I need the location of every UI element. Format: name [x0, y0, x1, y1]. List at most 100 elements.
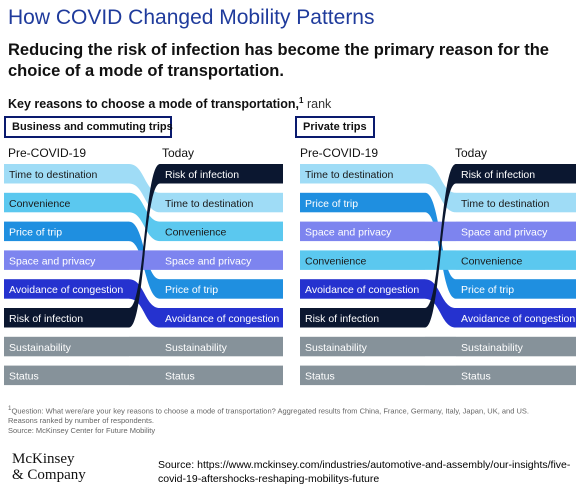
business-pre-covid-bar [4, 250, 129, 270]
private-today-bar [456, 250, 576, 270]
private-today-bar [456, 365, 576, 386]
business-connector [129, 279, 160, 328]
private-today-label: Time to destination [461, 198, 549, 210]
business-pre-covid-bar [4, 221, 129, 242]
key-label: Key reasons to choose a mode of transpor… [8, 97, 300, 112]
private-pre-covid-label: Convenience [305, 255, 366, 267]
private-connector [425, 221, 456, 242]
private-pre-covid-header: Pre-COVID-19 [300, 146, 379, 160]
logo-line-2: & Company [12, 467, 86, 483]
page-subtitle: Reducing the risk of infection has becom… [8, 41, 549, 80]
private-pre-covid-bar [300, 192, 425, 213]
business-pre-covid-bar [4, 336, 129, 357]
private-pre-covid-label: Time to destination [305, 169, 393, 181]
footnote: 1Question: What were/are your key reason… [8, 404, 578, 435]
logo-line-1: McKinsey [12, 451, 75, 467]
private-today-bar [456, 279, 576, 299]
private-today-bar [456, 336, 576, 357]
business-today-label: Convenience [165, 227, 226, 239]
business-pre-covid-label: Sustainability [9, 342, 72, 354]
private-pre-covid-label: Space and privacy [305, 227, 392, 239]
private-today-bar [456, 221, 576, 242]
private-connector [425, 336, 456, 357]
private-today-label: Sustainability [461, 342, 524, 354]
private-pre-covid-label: Status [305, 371, 335, 383]
footnote-source: Source: McKinsey Center for Future Mobil… [8, 425, 156, 435]
private-connector [425, 164, 456, 328]
business-pre-covid-bar [4, 308, 129, 328]
private-pre-covid-bar [300, 279, 425, 299]
private-pre-covid-label: Sustainability [305, 342, 368, 354]
private-today-header: Today [455, 146, 488, 160]
business-pre-covid-label: Time to destination [9, 169, 97, 181]
business-today-bar [160, 250, 283, 270]
private-pre-covid-label: Risk of infection [305, 313, 379, 325]
business-pre-covid-label: Status [9, 371, 39, 383]
private-today-bar [456, 192, 576, 213]
page-title: How COVID Changed Mobility Patterns [8, 6, 375, 29]
business-today-label: Sustainability [165, 342, 228, 354]
business-pre-covid-label: Convenience [9, 198, 70, 210]
business-today-bar [160, 308, 283, 328]
private-today-label: Avoidance of congestion [461, 313, 575, 325]
business-connector [129, 164, 160, 328]
private-pre-covid-bar [300, 336, 425, 357]
private-pre-covid-label: Avoidance of congestion [305, 284, 419, 296]
footnote-mark: 1 [8, 405, 12, 412]
section-title-business: Business and commuting trips [4, 116, 173, 138]
mckinsey-logo: McKinsey & Company [12, 451, 86, 483]
business-today-label: Avoidance of congestion [165, 313, 279, 325]
private-today-label: Convenience [461, 255, 522, 267]
footnote-question: Question: What were/are your key reasons… [11, 406, 529, 416]
business-pre-covid-header: Pre-COVID-19 [8, 146, 87, 160]
business-today-label: Status [165, 371, 195, 383]
key-line: Key reasons to choose a mode of transpor… [8, 96, 331, 111]
business-pre-covid-bar [4, 365, 129, 386]
private-pre-covid-bar [300, 164, 425, 184]
private-pre-covid-bar [300, 308, 425, 328]
key-footnote-mark: 1 [299, 96, 304, 105]
business-today-bar [160, 164, 283, 184]
business-connector [129, 250, 160, 270]
key-unit: rank [306, 97, 332, 112]
footnote-ranking: Reasons ranked by number of respondents. [8, 416, 154, 425]
business-connector [129, 365, 160, 386]
source-text: Source: https://www.mckinsey.com/industr… [158, 459, 571, 485]
private-today-label: Price of trip [461, 284, 514, 296]
business-today-bar [160, 365, 283, 386]
private-today-label: Space and privacy [461, 227, 548, 239]
business-pre-covid-bar [4, 279, 129, 299]
private-connector [425, 164, 456, 213]
private-connector [425, 250, 456, 270]
business-today-bar [160, 192, 283, 213]
business-today-label: Price of trip [165, 284, 218, 296]
business-pre-covid-bar [4, 192, 129, 213]
business-connector [129, 192, 160, 242]
business-connector [129, 336, 160, 357]
business-pre-covid-label: Price of trip [9, 227, 62, 239]
private-today-label: Status [461, 371, 491, 383]
private-today-bar [456, 308, 576, 328]
private-connector [425, 279, 456, 328]
business-today-header: Today [162, 146, 195, 160]
private-pre-covid-label: Price of trip [305, 198, 358, 210]
private-today-bar [456, 164, 576, 184]
business-today-bar [160, 336, 283, 357]
private-pre-covid-bar [300, 221, 425, 242]
private-pre-covid-bar [300, 250, 425, 270]
business-today-label: Space and privacy [165, 255, 252, 267]
section-title-private: Private trips [295, 116, 375, 138]
business-pre-covid-label: Avoidance of congestion [9, 284, 123, 296]
business-today-bar [160, 279, 283, 299]
business-pre-covid-label: Space and privacy [9, 255, 96, 267]
business-pre-covid-label: Risk of infection [9, 313, 83, 325]
business-today-label: Time to destination [165, 198, 253, 210]
business-connector [129, 164, 160, 213]
private-pre-covid-bar [300, 365, 425, 386]
business-pre-covid-bar [4, 164, 129, 184]
private-connector [425, 365, 456, 386]
private-today-label: Risk of infection [461, 169, 535, 181]
business-today-label: Risk of infection [165, 169, 239, 181]
business-today-bar [160, 221, 283, 242]
